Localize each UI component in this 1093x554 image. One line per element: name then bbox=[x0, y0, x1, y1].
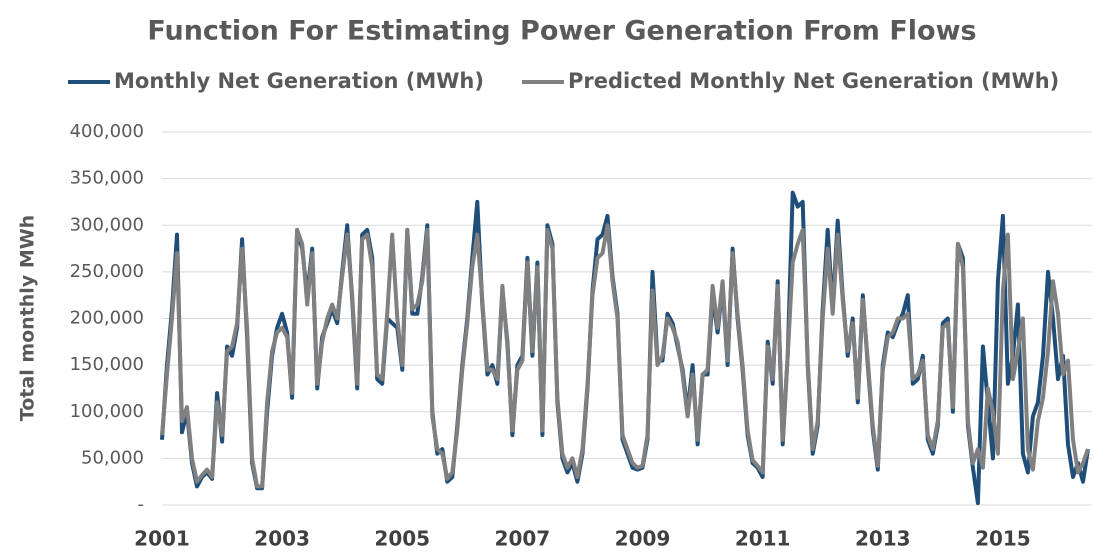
y-tick-label: 350,000 bbox=[70, 168, 144, 189]
y-tick-label: 200,000 bbox=[70, 308, 144, 329]
x-tick-label: 2015 bbox=[975, 527, 1031, 551]
y-tick-label: 150,000 bbox=[70, 354, 144, 375]
chart-title: Function For Estimating Power Generation… bbox=[147, 16, 976, 47]
y-tick-label: 50,000 bbox=[81, 447, 144, 468]
x-tick-label: 2003 bbox=[254, 527, 310, 551]
y-tick-label: - bbox=[138, 494, 145, 515]
y-tick-label: 100,000 bbox=[70, 401, 144, 422]
y-tick-label: 250,000 bbox=[70, 261, 144, 282]
x-tick-label: 2011 bbox=[735, 527, 791, 551]
legend-label: Monthly Net Generation (MWh) bbox=[114, 69, 484, 93]
y-tick-label: 400,000 bbox=[70, 121, 144, 142]
y-tick-label: 300,000 bbox=[70, 214, 144, 235]
series-line bbox=[160, 223, 1090, 489]
legend-label: Predicted Monthly Net Generation (MWh) bbox=[568, 69, 1059, 93]
x-tick-label: 2009 bbox=[615, 527, 671, 551]
x-tick-label: 2001 bbox=[134, 527, 190, 551]
x-tick-label: 2007 bbox=[495, 527, 551, 551]
x-tick-label: 2005 bbox=[374, 527, 430, 551]
y-axis-label: Total monthly MWh bbox=[17, 215, 39, 421]
x-tick-label: 2013 bbox=[855, 527, 911, 551]
